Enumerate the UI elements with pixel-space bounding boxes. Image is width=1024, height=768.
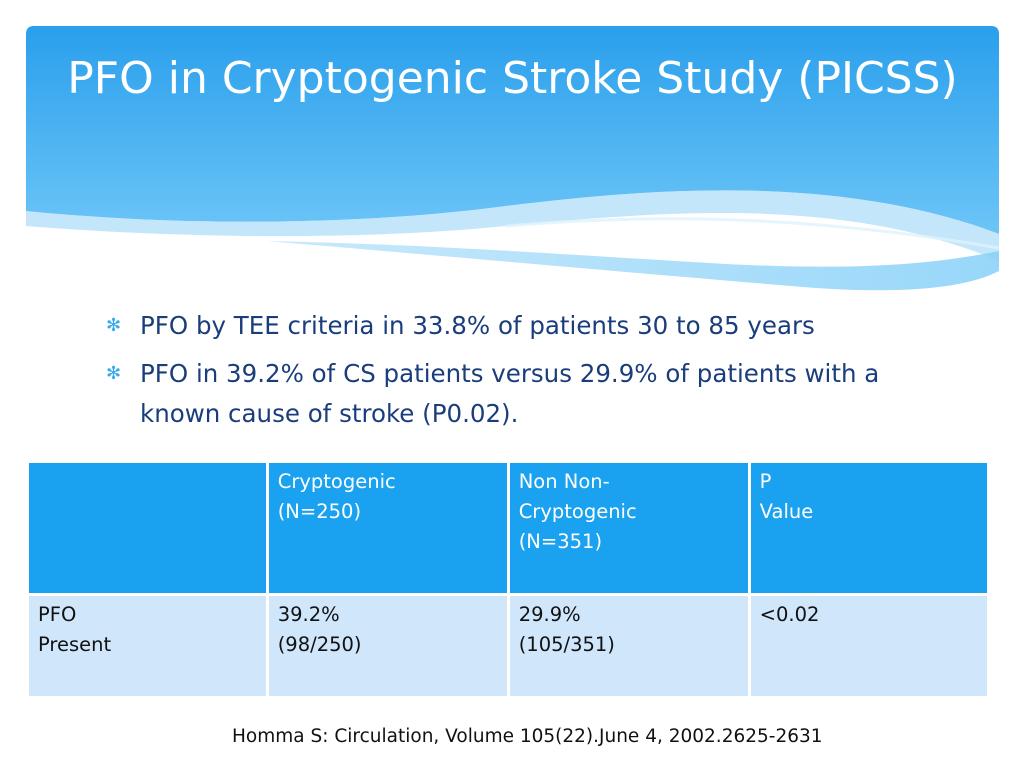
asterisk-bullet-icon: ✻ xyxy=(106,363,122,384)
bullet-item: ✻ PFO in 39.2% of CS patients versus 29.… xyxy=(106,354,906,434)
asterisk-bullet-icon: ✻ xyxy=(106,315,122,336)
table-header-cell: Cryptogenic (N=250) xyxy=(265,460,510,596)
table-row: PFO Present 39.2% (98/250) 29.9% (105/35… xyxy=(26,593,991,699)
table-cell: 29.9% (105/351) xyxy=(506,593,751,699)
citation: Homma S: Circulation, Volume 105(22).Jun… xyxy=(232,726,823,747)
bullet-text: PFO by TEE criteria in 33.8% of patients… xyxy=(140,311,815,340)
table-cell: 39.2% (98/250) xyxy=(265,593,510,699)
table-cell: <0.02 xyxy=(747,593,991,699)
slide-title: PFO in Cryptogenic Stroke Study (PICSS) xyxy=(67,53,958,104)
table-header-row: Cryptogenic (N=250) Non Non- Cryptogenic… xyxy=(26,460,991,596)
bullet-list: ✻ PFO by TEE criteria in 33.8% of patien… xyxy=(106,306,906,442)
table-cell: PFO Present xyxy=(26,593,269,699)
table-header-cell: Non Non- Cryptogenic (N=351) xyxy=(506,460,751,596)
wave-banner-graphic xyxy=(26,26,999,291)
bullet-item: ✻ PFO by TEE criteria in 33.8% of patien… xyxy=(106,306,906,346)
title-banner xyxy=(26,26,999,296)
results-table: Cryptogenic (N=250) Non Non- Cryptogenic… xyxy=(26,460,991,699)
table-header-cell xyxy=(26,460,269,596)
table-header-cell: P Value xyxy=(747,460,991,596)
bullet-text: PFO in 39.2% of CS patients versus 29.9%… xyxy=(140,359,880,428)
